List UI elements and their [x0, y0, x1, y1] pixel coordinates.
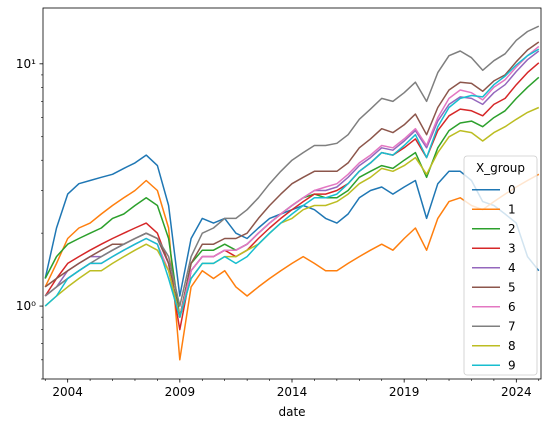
x-tick-label: 2009	[165, 385, 196, 399]
x-tick-label: 2004	[52, 385, 83, 399]
legend-title: X_group	[476, 161, 525, 175]
series-line-8	[44, 106, 540, 318]
x-tick-label: 2024	[501, 385, 532, 399]
series-line-9	[44, 48, 540, 318]
legend-label-6: 6	[508, 300, 516, 314]
legend-label-1: 1	[508, 202, 516, 216]
legend-label-9: 9	[508, 358, 516, 372]
legend-label-2: 2	[508, 222, 516, 236]
legend-label-7: 7	[508, 319, 516, 333]
legend: X_group 0 1 2 3 4 5 6 7 8 9	[463, 155, 538, 376]
y-tick-label: 10⁰	[16, 299, 36, 313]
x-axis: 2004 2009 2014 2019 2024	[44, 379, 540, 399]
legend-box	[463, 155, 538, 376]
series-line-3	[44, 62, 540, 331]
series-line-1	[44, 173, 540, 361]
legend-label-8: 8	[508, 339, 516, 353]
legend-label-4: 4	[508, 261, 516, 275]
x-tick-label: 2019	[389, 385, 420, 399]
legend-label-5: 5	[508, 280, 516, 294]
plot-lines	[44, 25, 540, 361]
legend-label-3: 3	[508, 241, 516, 255]
y-tick-label: 10¹	[16, 57, 36, 71]
x-axis-label: date	[278, 405, 305, 419]
y-axis: 10⁰ 10¹	[16, 57, 43, 380]
series-line-7	[44, 25, 540, 307]
x-tick-label: 2014	[277, 385, 308, 399]
legend-label-0: 0	[508, 183, 516, 197]
